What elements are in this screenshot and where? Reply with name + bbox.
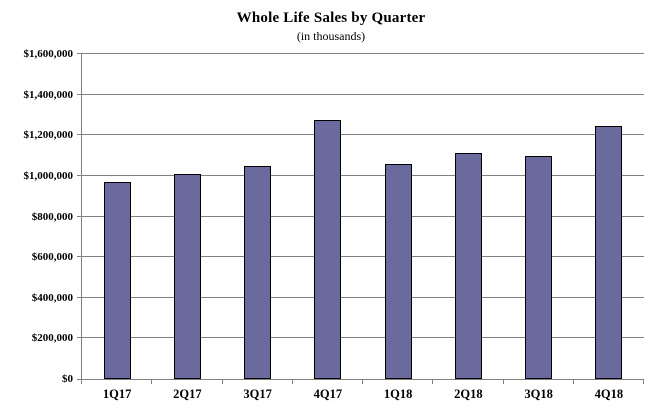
chart-subtitle: (in thousands): [296, 29, 366, 43]
y-axis-tick: [77, 134, 82, 136]
x-axis-label-4Q18: 4Q18: [594, 387, 624, 401]
x-axis-label-1Q17: 1Q17: [102, 387, 132, 401]
bar-1Q17: [103, 181, 131, 379]
x-axis-tick: [362, 379, 363, 384]
y-axis-tick: [77, 215, 82, 217]
x-axis-tick: [291, 379, 293, 384]
bar-3Q17: [244, 165, 272, 379]
gridline-1200000: [82, 134, 644, 136]
x-axis-label-3Q17: 3Q17: [243, 387, 272, 401]
bar-2Q17: [173, 173, 201, 379]
y-axis-tick: [77, 256, 82, 258]
y-axis-label: $1,200,000: [23, 129, 74, 142]
plot-area: $0 $200,000 $400,000 $600,000 $800,000 $1,000…: [24, 48, 644, 401]
y-axis-tick: [77, 337, 82, 339]
chart-title: Whole Life Sales by Quarter: [236, 10, 426, 26]
bar-1Q18: [384, 163, 412, 379]
x-axis-tick: [151, 379, 153, 384]
gridline-1000000: [82, 174, 644, 176]
y-axis-tick: [77, 53, 82, 54]
y-axis-tick: [77, 174, 82, 176]
gridline-800000: [82, 215, 644, 217]
x-axis-tick: [81, 379, 82, 384]
gridline-600000: [82, 256, 644, 258]
x-axis-label-3Q18: 3Q18: [524, 387, 553, 401]
gridline-1400000: [82, 93, 644, 95]
y-axis-tick: [77, 379, 82, 380]
y-axis-label: $1,000,000: [23, 169, 74, 182]
x-axis-tick: [572, 379, 574, 384]
bar-4Q17: [314, 120, 342, 379]
y-axis-label: $0: [62, 373, 73, 385]
x-axis-tick: [432, 379, 434, 384]
bar-2Q18: [454, 152, 482, 379]
y-axis-label: $800,000: [31, 210, 73, 223]
gridline-400000: [82, 296, 644, 298]
bar-3Q18: [525, 155, 553, 379]
gridline-1600000: [82, 53, 644, 54]
y-axis-tick: [77, 93, 82, 95]
x-axis-label-1Q18: 1Q18: [383, 387, 413, 401]
y-axis-tick: [77, 296, 82, 298]
x-axis-tick: [221, 379, 223, 384]
x-axis-label-2Q17: 2Q17: [173, 387, 202, 401]
y-axis-label: $1,400,000: [23, 88, 74, 101]
y-axis-label: $600,000: [31, 251, 73, 264]
x-axis-tick: [502, 379, 504, 384]
y-axis-label: $400,000: [31, 291, 73, 304]
gridline-200000: [82, 337, 644, 339]
bar-4Q18: [595, 126, 623, 379]
x-axis-label-4Q17: 4Q17: [313, 387, 343, 401]
x-axis-label-2Q18: 2Q18: [454, 387, 483, 401]
y-axis-label: $1,600,000: [23, 48, 74, 60]
y-axis-label: $200,000: [31, 332, 73, 345]
x-axis-tick: [643, 379, 644, 384]
